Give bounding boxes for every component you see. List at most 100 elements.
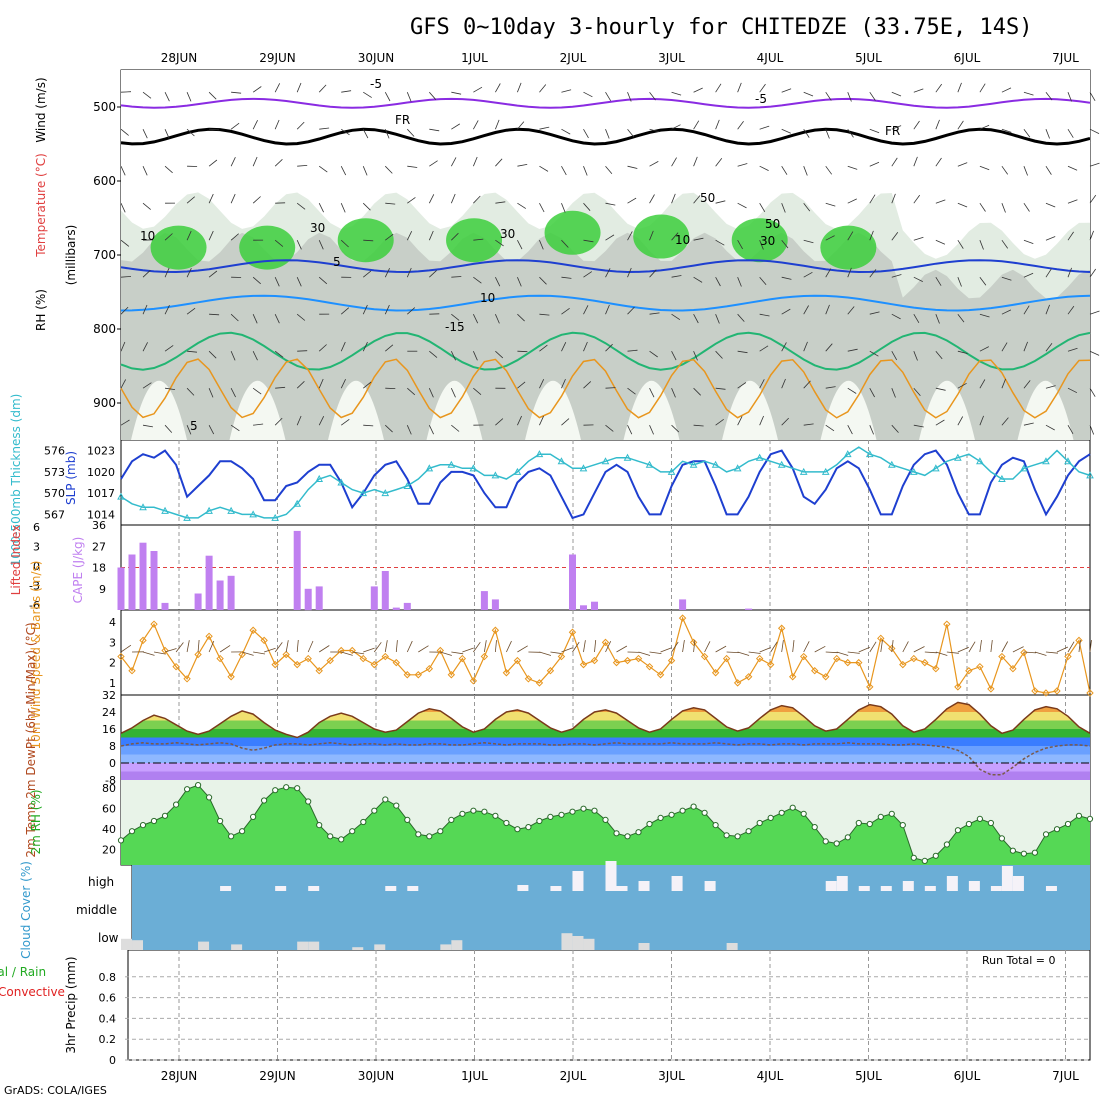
- wind-barb: [561, 418, 570, 426]
- cape-bar: [139, 542, 147, 610]
- surface-wind-barb: [253, 651, 266, 655]
- dewpoint-line: [120, 742, 1091, 776]
- cloud-high-block: [704, 881, 716, 891]
- rh-axis-label: RH (%): [34, 289, 48, 331]
- wind-barb: [715, 239, 725, 246]
- contour-label: 5: [190, 419, 198, 433]
- wind-barb: [1001, 276, 1012, 281]
- panel-frame: [120, 439, 1091, 526]
- contour-10: [120, 294, 1091, 312]
- date-tick-label: 3JUL: [658, 51, 685, 65]
- surface-wind-barb: [968, 641, 976, 653]
- wind-barb: [495, 201, 506, 204]
- wind-barb: [1067, 267, 1072, 278]
- wind-barb: [164, 345, 174, 352]
- surface-wind-barb: [638, 651, 651, 656]
- wind-speed-point: [194, 650, 202, 659]
- cloud-high-block: [858, 886, 870, 891]
- cloud-level-middle: middle: [76, 903, 117, 917]
- surface-wind-barb: [506, 640, 512, 653]
- cape-bar: [679, 599, 687, 610]
- wind-barb: [1001, 203, 1006, 213]
- wind-barb: [957, 120, 964, 130]
- rh-point: [789, 804, 796, 811]
- wind-speed-point: [998, 652, 1006, 661]
- wind-barb: [847, 387, 857, 394]
- wind-barb: [164, 387, 176, 390]
- wind-speed-point: [755, 654, 764, 663]
- wind-barb: [913, 313, 920, 324]
- wind-barb: [957, 382, 967, 389]
- wind-barb: [715, 83, 722, 93]
- thickness-point: [667, 467, 676, 475]
- surface-wind-barb: [902, 641, 909, 653]
- wind-barb: [1001, 342, 1008, 352]
- y-tick-label: 500: [93, 100, 116, 114]
- wind-barb: [1045, 385, 1056, 389]
- wind-barb: [561, 276, 572, 279]
- wind-barb: [737, 416, 743, 426]
- wind-barb: [891, 388, 896, 398]
- thickness-point: [491, 471, 500, 479]
- y-tick-label: 800: [93, 322, 116, 336]
- rh-point: [305, 798, 312, 805]
- cloud-high-block: [616, 886, 628, 891]
- wind-barb: [1089, 310, 1100, 315]
- wind-barb: [274, 314, 280, 324]
- thickness-point: [799, 467, 808, 475]
- thickness-point: [315, 474, 324, 482]
- wind-barb: [715, 158, 723, 167]
- wind-barb: [825, 424, 835, 432]
- wind-barb: [428, 230, 434, 241]
- wind-barb: [252, 314, 258, 324]
- wind-barb: [649, 91, 656, 101]
- wind-barb: [186, 307, 196, 315]
- wind-barb: [1089, 128, 1100, 134]
- panel-frame: [127, 949, 1091, 1061]
- surface-wind-barb: [1001, 641, 1009, 653]
- wind-barb: [1067, 231, 1074, 241]
- contour-label: -5: [370, 77, 382, 91]
- wind-barb: [451, 424, 460, 432]
- surface-wind-barb: [946, 651, 959, 654]
- cape-bar: [216, 580, 224, 610]
- wind-barb: [473, 86, 483, 93]
- wind-barb: [1089, 162, 1100, 167]
- wind-barb: [340, 203, 346, 213]
- contour-minus5: [120, 97, 1091, 109]
- wind-speed-point: [447, 671, 456, 679]
- wind-barb: [803, 128, 810, 138]
- wind-speed-point: [788, 673, 797, 681]
- wind-barb: [759, 202, 766, 213]
- wind-barb: [142, 424, 153, 428]
- thickness-point: [139, 503, 147, 511]
- wind-barb: [384, 268, 390, 278]
- cloud-high-block: [275, 886, 287, 891]
- wind-barb: [627, 128, 635, 138]
- wind-barb: [186, 387, 195, 396]
- surface-wind-barb: [1067, 641, 1075, 653]
- wind-barb: [473, 387, 482, 396]
- cape-bar: [117, 567, 125, 610]
- wind-speed-point: [150, 620, 158, 628]
- cloud-high-block: [550, 886, 562, 891]
- rh-point: [921, 857, 928, 865]
- thickness-point: [1086, 471, 1094, 479]
- cape-bar: [128, 554, 136, 610]
- wind-barb: [1045, 165, 1052, 175]
- wind-barb: [605, 387, 616, 389]
- cloud-low-block: [451, 940, 463, 950]
- cloud-low-block: [297, 941, 309, 950]
- wind-barb: [186, 230, 192, 241]
- thickness-point: [711, 460, 720, 468]
- wind-barb: [450, 351, 456, 361]
- temp-band: [121, 729, 1090, 738]
- thickness-tick-label: 573: [44, 466, 65, 479]
- rh-point: [360, 818, 367, 826]
- wind-speed-point: [656, 671, 665, 679]
- wind-barb: [1023, 422, 1034, 426]
- upper-air-panel: -5 -5 FR FR 5 10 -15 5 10 30 30 50 50 30 10 500 600 700 80…: [34, 70, 1100, 440]
- rh-tick-label: 40: [102, 823, 116, 836]
- rh-point: [745, 828, 752, 835]
- wind-speed-point: [1042, 689, 1050, 697]
